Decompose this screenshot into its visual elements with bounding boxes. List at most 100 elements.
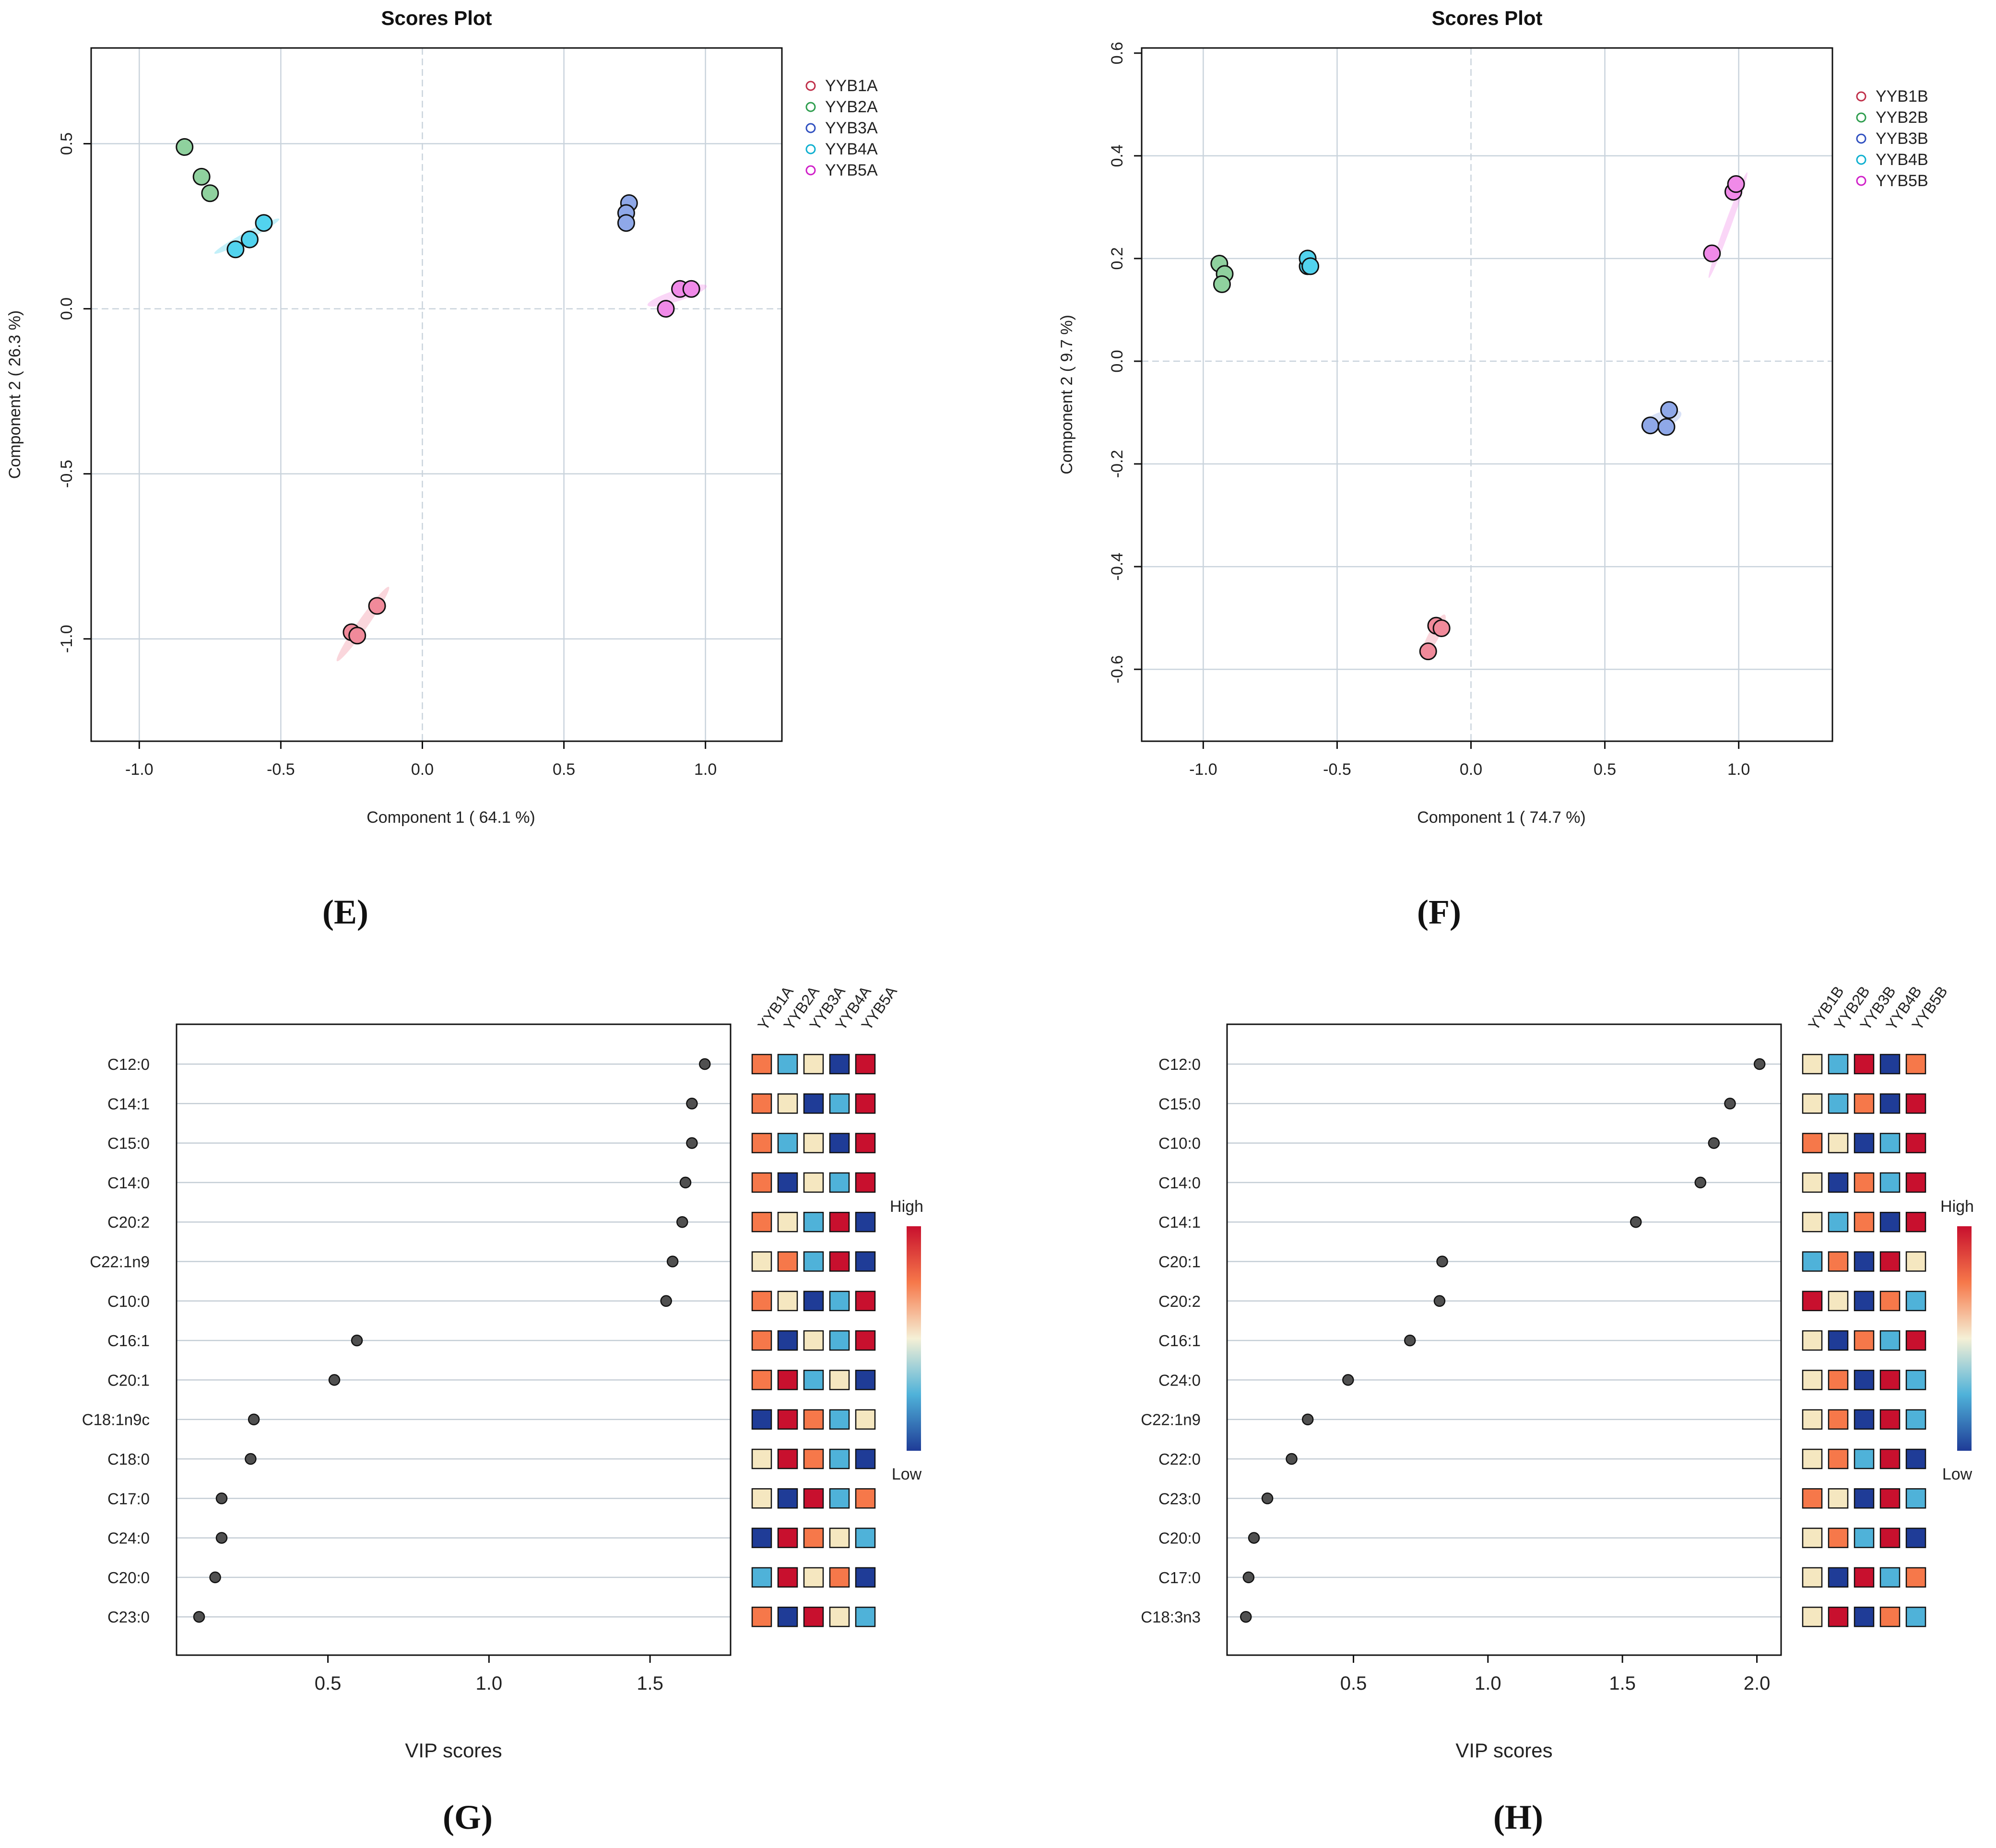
heat-cell	[1802, 1054, 1823, 1075]
heat-cell	[1905, 1133, 1926, 1153]
heat-cell	[751, 1291, 772, 1312]
legend-marker	[805, 144, 816, 154]
heat-cell	[751, 1606, 772, 1627]
heat-cell	[1879, 1330, 1901, 1351]
heat-cell	[1854, 1251, 1875, 1272]
vip-dot	[1724, 1098, 1736, 1110]
vip-dot	[699, 1058, 711, 1070]
category-label: C16:1	[1158, 1332, 1201, 1350]
vip-dot	[245, 1453, 257, 1465]
heat-cell	[1854, 1093, 1875, 1114]
colorbar-high-label: High	[1940, 1197, 1974, 1216]
heat-cell	[1905, 1291, 1926, 1312]
category-label: C23:0	[107, 1608, 150, 1626]
heat-cell	[777, 1093, 798, 1114]
vip-dot	[1301, 1413, 1314, 1425]
heat-cell	[1879, 1567, 1901, 1588]
category-label: C12:0	[107, 1055, 150, 1073]
vip-dot	[209, 1571, 221, 1584]
heat-cell	[777, 1488, 798, 1509]
heat-cell	[803, 1567, 824, 1588]
heat-cell	[1905, 1488, 1926, 1509]
heat-cell	[1828, 1211, 1849, 1232]
plot-frame	[176, 1023, 732, 1656]
heat-cell	[1828, 1291, 1849, 1312]
heat-cell	[751, 1133, 772, 1153]
heat-cell	[1828, 1251, 1849, 1272]
score-point-YYB1A	[368, 597, 386, 615]
heat-cell	[1905, 1054, 1926, 1075]
x-tick-label: -0.5	[267, 760, 295, 779]
score-point-YYB1A	[348, 627, 366, 645]
y-tick-label: 0.5	[58, 132, 76, 155]
heat-cell	[1802, 1330, 1823, 1351]
score-point-YYB4A	[240, 230, 259, 249]
x-tick-label: 0.5	[1594, 760, 1616, 779]
heat-cell	[777, 1370, 798, 1390]
y-axis-label: Component 2 ( 9.7 %)	[1058, 315, 1076, 474]
heat-cell	[751, 1409, 772, 1430]
y-tick-label: 0.0	[58, 297, 76, 320]
legend-entry: YYB3A	[825, 119, 878, 137]
heat-cell	[751, 1330, 772, 1351]
heat-cell	[1802, 1133, 1823, 1153]
heat-cell	[1854, 1409, 1875, 1430]
heat-cell	[1828, 1093, 1849, 1114]
heat-cell	[829, 1291, 850, 1312]
heat-cell	[1828, 1528, 1849, 1548]
score-point-YYB3B	[1657, 418, 1676, 436]
heat-cell	[829, 1093, 850, 1114]
heat-cell	[1879, 1133, 1901, 1153]
heat-cell	[829, 1133, 850, 1153]
colorbar	[1957, 1226, 1972, 1451]
heat-cell	[803, 1291, 824, 1312]
heat-cell	[855, 1291, 876, 1312]
heat-cell	[777, 1291, 798, 1312]
vip-dot	[1286, 1453, 1298, 1465]
legend-marker	[805, 123, 816, 133]
y-tick-label: -0.2	[1108, 450, 1126, 478]
vip-dot	[1404, 1334, 1416, 1347]
heat-cell	[777, 1211, 798, 1232]
panel-label: (G)	[443, 1798, 493, 1836]
heat-cell	[1828, 1172, 1849, 1193]
legend-marker	[1856, 91, 1866, 102]
heat-cell	[1905, 1528, 1926, 1548]
legend-entry: YYB5B	[1876, 172, 1928, 190]
x-tick-label: 0.5	[1340, 1673, 1367, 1694]
x-axis-label: Component 1 ( 74.7 %)	[1417, 808, 1586, 827]
score-point-YYB3B	[1641, 416, 1659, 435]
legend-entry: YYB2A	[825, 98, 878, 116]
heat-cell	[1802, 1448, 1823, 1469]
heat-cell	[1802, 1488, 1823, 1509]
heat-cell	[855, 1409, 876, 1430]
heat-cell	[855, 1370, 876, 1390]
heat-cell	[1802, 1251, 1823, 1272]
x-tick-label: 1.0	[1475, 1673, 1501, 1694]
legend-marker	[1856, 112, 1866, 123]
heat-cell	[1854, 1291, 1875, 1312]
heat-cell	[1905, 1370, 1926, 1390]
colorbar-low-label: Low	[892, 1465, 922, 1483]
vip-dot	[1261, 1493, 1274, 1504]
heat-cell	[777, 1133, 798, 1153]
heat-cell	[1879, 1291, 1901, 1312]
heat-cell	[829, 1528, 850, 1548]
legend-entry: YYB2B	[1876, 108, 1928, 127]
vip-panel-H: C12:0 C15:0 C10:0 C14:0 C14:1 C20:1 C20:2 C16:1…	[1141, 983, 1974, 1836]
legend-marker	[805, 81, 816, 91]
heat-cell	[777, 1251, 798, 1272]
x-axis-label: Component 1 ( 64.1 %)	[366, 808, 535, 827]
heat-cell	[777, 1054, 798, 1075]
vip-dot	[686, 1137, 698, 1149]
heat-cell	[777, 1409, 798, 1430]
heat-cell	[751, 1488, 772, 1509]
heat-cell	[1879, 1370, 1901, 1390]
heat-cell	[1905, 1172, 1926, 1193]
score-point-YYB2A	[192, 167, 211, 186]
vip-dot	[1240, 1611, 1252, 1623]
chart-title: Scores Plot	[1431, 7, 1542, 29]
panel-label: (E)	[322, 893, 368, 931]
heat-cell	[803, 1409, 824, 1430]
